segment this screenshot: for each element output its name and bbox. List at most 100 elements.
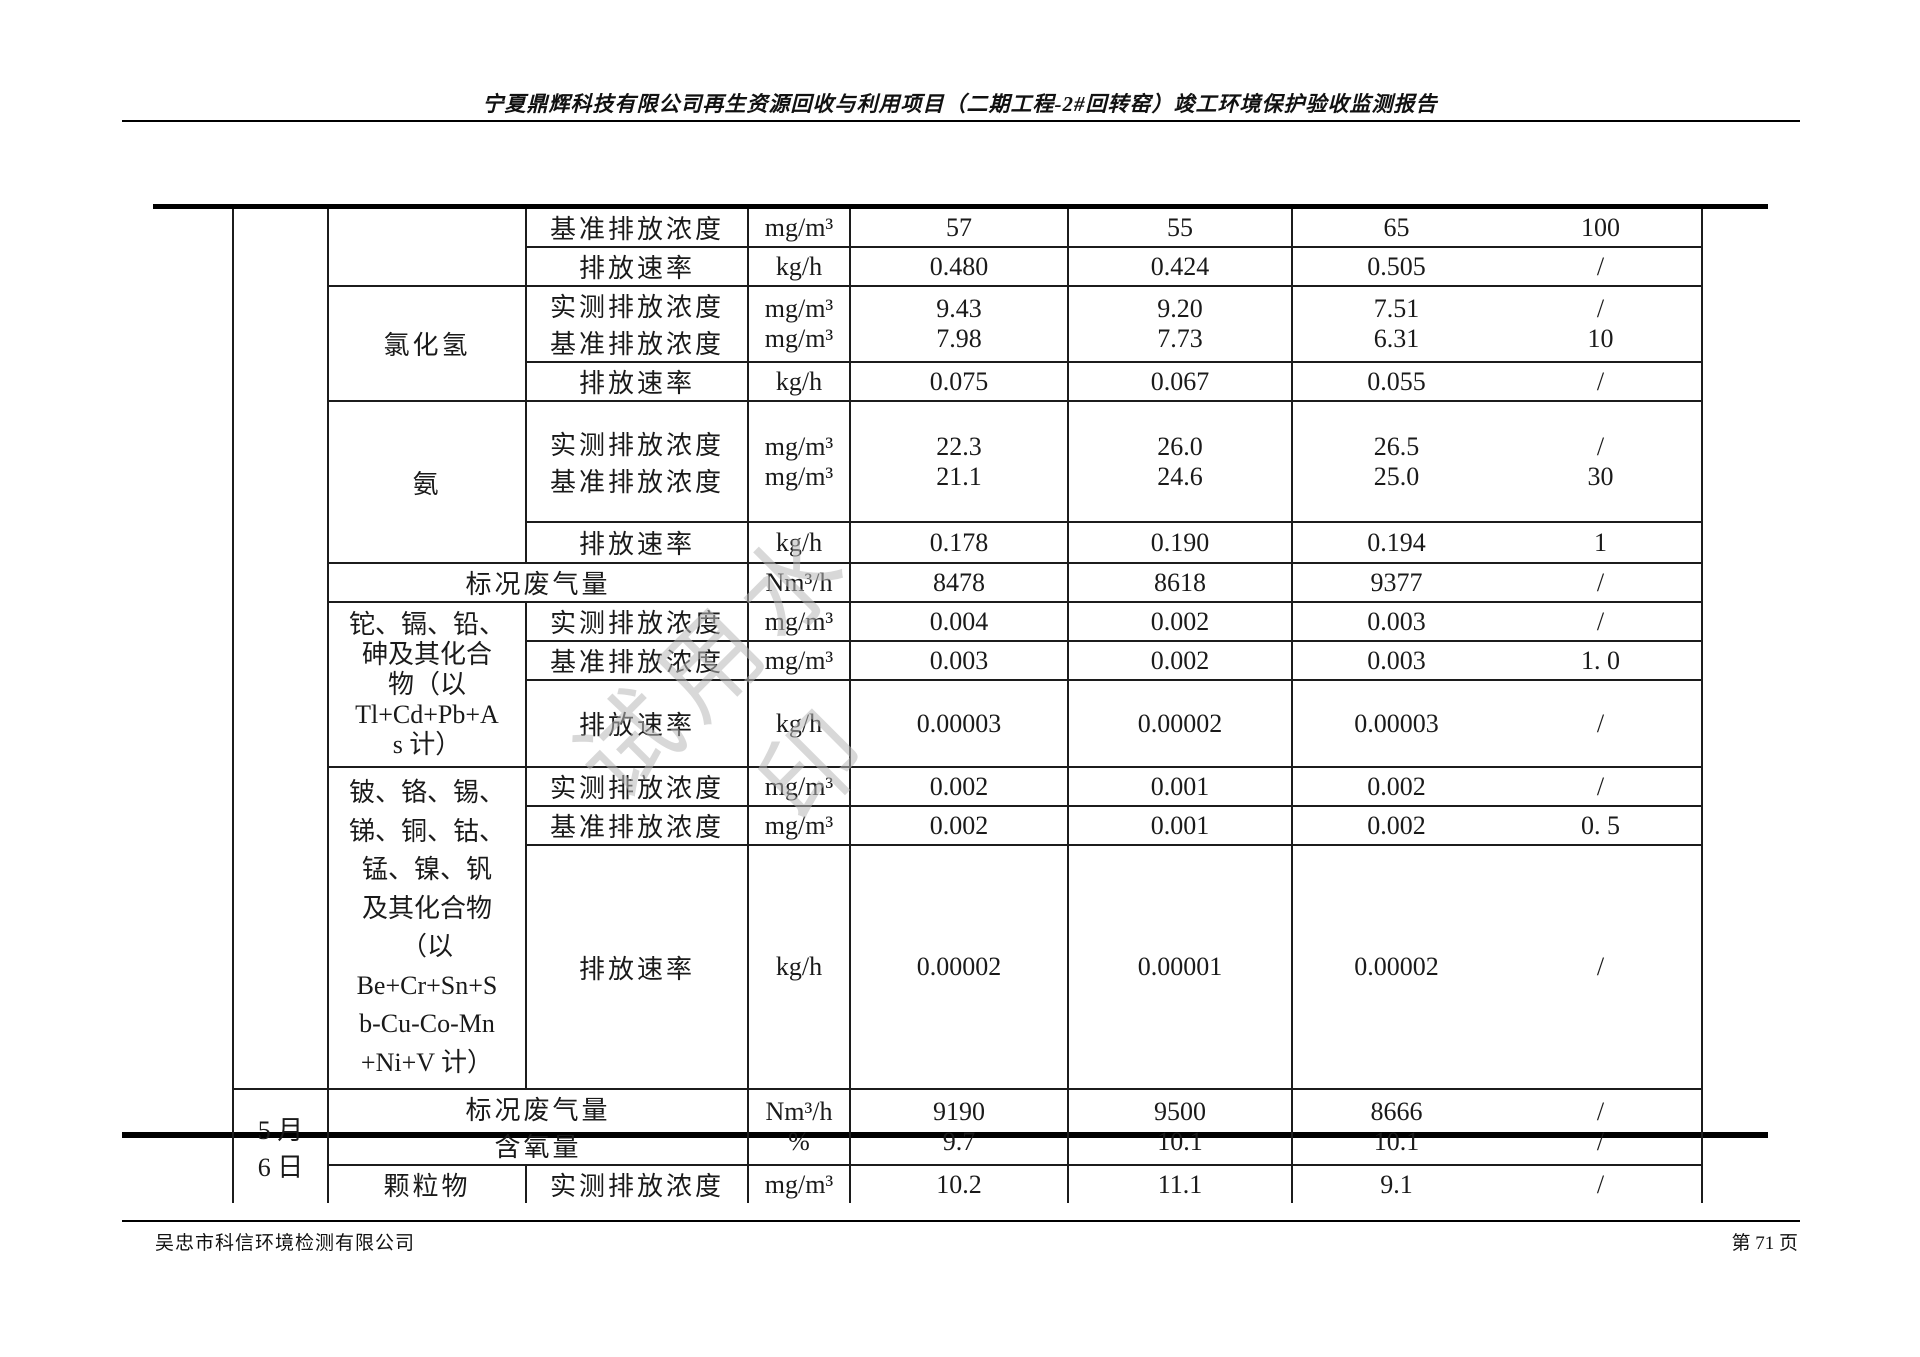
param-label: 实测排放浓度 [525, 1164, 749, 1203]
value-cell: 0.178 [849, 521, 1069, 564]
value-cell: 9377 [1291, 562, 1500, 603]
unit-cell: kg/h [747, 679, 851, 768]
value-cell: 0.002 [849, 805, 1069, 846]
table-row: 铊、镉、铅、 砷及其化合 物（以 Tl+Cd+Pb+A s 计） 实测排放浓度 … [155, 601, 1768, 768]
limit-cell: 1. 0 [1500, 640, 1703, 681]
value-cell: 9.43 7.98 [849, 285, 1069, 363]
table-row: 颗粒物 实测排放浓度 mg/m³ 10.2 11.1 9.1 / [155, 1164, 1768, 1203]
value-cell: 26.5 25.0 [1291, 400, 1500, 523]
value-cell: 0.480 [849, 246, 1069, 287]
param-label: 基准排放浓度 [525, 640, 749, 681]
unit-cell: mg/m³ [747, 209, 851, 248]
value-cell: 0.00003 [849, 679, 1069, 768]
empty-left-column-cell [155, 209, 234, 1203]
unit-cell: kg/h [747, 521, 851, 564]
unit-cell: mg/m³ [747, 1164, 851, 1203]
limit-cell: / [1500, 246, 1703, 287]
pollutant-carryover-cell [327, 209, 527, 287]
value-cell: 10.2 [849, 1164, 1069, 1203]
value-cell: 8618 [1067, 562, 1293, 603]
unit-cell: Nm³/h % [747, 1088, 851, 1166]
table-row: 基准排放浓度 mg/m³ 0.002 0.001 0.002 0. 5 [155, 805, 1768, 846]
value-cell: 0.002 [1291, 805, 1500, 846]
footer-divider [122, 1220, 1800, 1222]
limit-cell: / [1500, 562, 1703, 603]
table-row: 排放速率 kg/h 0.00002 0.00001 0.00002 / [155, 844, 1768, 1090]
value-cell: 9.1 [1291, 1164, 1500, 1203]
value-cell: 0.505 [1291, 246, 1500, 287]
pollutant-name-nh3: 氨 [327, 400, 527, 564]
table-row: 氯化氢 实测排放浓度 基准排放浓度 mg/m³ mg/m³ 9.43 7.98 … [155, 285, 1768, 402]
unit-cell: mg/m³ [747, 766, 851, 807]
unit-cell: Nm³/h [747, 562, 851, 603]
value-cell: 7.51 6.31 [1291, 285, 1500, 363]
limit-cell: / [1500, 601, 1703, 642]
param-label: 实测排放浓度 [525, 766, 749, 807]
param-label: 实测排放浓度 [525, 601, 749, 642]
value-cell: 55 [1067, 209, 1293, 248]
param-label: 排放速率 [525, 679, 749, 768]
value-cell: 0.004 [849, 601, 1069, 642]
value-cell: 0.067 [1067, 361, 1293, 402]
table-row: 排放速率 kg/h 0.00003 0.00002 0.00003 / [155, 679, 1768, 768]
value-cell: 9500 10.1 [1067, 1088, 1293, 1166]
value-cell: 0.190 [1067, 521, 1293, 564]
value-cell: 65 [1291, 209, 1500, 248]
unit-cell: kg/h [747, 361, 851, 402]
value-cell: 0.055 [1291, 361, 1500, 402]
limit-cell: 1 [1500, 521, 1703, 564]
param-label: 实测排放浓度 基准排放浓度 [525, 400, 749, 523]
limit-cell: 100 [1500, 209, 1703, 248]
flue-volume-label: 标况废气量 [327, 562, 749, 603]
table-row: 排放速率 kg/h 0.075 0.067 0.055 / [155, 361, 1768, 402]
value-cell: 22.3 21.1 [849, 400, 1069, 523]
value-cell: 8478 [849, 562, 1069, 603]
unit-cell: mg/m³ [747, 601, 851, 642]
param-label: 实测排放浓度 [549, 293, 724, 322]
param-label: 基准排放浓度 [525, 209, 749, 248]
limit-cell: 0. 5 [1500, 805, 1703, 846]
table-row: 铍、铬、锡、 锑、铜、钴、 锰、镍、钒 及其化合物 （以 Be+Cr+Sn+S … [155, 766, 1768, 1090]
param-label: 实测排放浓度 基准排放浓度 [525, 285, 749, 363]
param-label: 排放速率 [525, 844, 749, 1090]
value-cell: 57 [849, 209, 1069, 248]
value-cell: 9.20 7.73 [1067, 285, 1293, 363]
unit-cell: mg/m³ mg/m³ [747, 285, 851, 363]
value-cell: 26.0 24.6 [1067, 400, 1293, 523]
limit-cell: / [1500, 1164, 1703, 1203]
table-row: 基准排放浓度 mg/m³ 57 55 65 100 [155, 209, 1768, 1203]
unit-cell: kg/h [747, 246, 851, 287]
value-cell: 0.003 [1291, 601, 1500, 642]
limit-cell: / 30 [1500, 400, 1703, 523]
value-cell: 0.00002 [849, 844, 1069, 1090]
param-label: 基准排放浓度 [549, 330, 724, 359]
param-label: 排放速率 [525, 361, 749, 402]
table-row: 5 月 6 日 标况废气量 含氧量 Nm³/h % 9190 9.7 9500 … [155, 1088, 1768, 1203]
pollutant-name-pm: 颗粒物 [327, 1164, 527, 1203]
table-row: 排放速率 kg/h 0.480 0.424 0.505 / [155, 246, 1768, 287]
limit-cell: / [1500, 361, 1703, 402]
value-cell: 0.002 [1291, 766, 1500, 807]
value-cell: 0.002 [849, 766, 1069, 807]
pollutant-name-metals1: 铊、镉、铅、 砷及其化合 物（以 Tl+Cd+Pb+A s 计） [327, 601, 527, 768]
value-cell: 0.001 [1067, 766, 1293, 807]
value-cell: 0.001 [1067, 805, 1293, 846]
monitoring-data-table: 基准排放浓度 mg/m³ 57 55 65 100 排放速率 kg/h 0.48… [155, 209, 1768, 1203]
page-header-title: 宁夏鼎辉科技有限公司再生资源回收与利用项目（二期工程-2#回转窑）竣工环境保护验… [482, 92, 1438, 116]
table-row: 标况废气量 Nm³/h 8478 8618 9377 / [155, 562, 1768, 603]
value-cell: 0.003 [1291, 640, 1500, 681]
table-row: 排放速率 kg/h 0.178 0.190 0.194 1 [155, 521, 1768, 564]
value-cell: 0.002 [1067, 640, 1293, 681]
value-cell: 0.075 [849, 361, 1069, 402]
pollutant-name-metals2: 铍、铬、锡、 锑、铜、钴、 锰、镍、钒 及其化合物 （以 Be+Cr+Sn+S … [327, 766, 527, 1090]
value-cell: 0.00002 [1067, 679, 1293, 768]
limit-cell: / [1500, 844, 1703, 1090]
limit-cell: / 10 [1500, 285, 1703, 363]
value-cell: 8666 10.1 [1291, 1088, 1500, 1166]
value-cell: 0.424 [1067, 246, 1293, 287]
value-cell: 0.00003 [1291, 679, 1500, 768]
param-label: 排放速率 [525, 246, 749, 287]
header-divider [122, 120, 1800, 122]
unit-cell: kg/h [747, 844, 851, 1090]
value-cell: 11.1 [1067, 1164, 1293, 1203]
